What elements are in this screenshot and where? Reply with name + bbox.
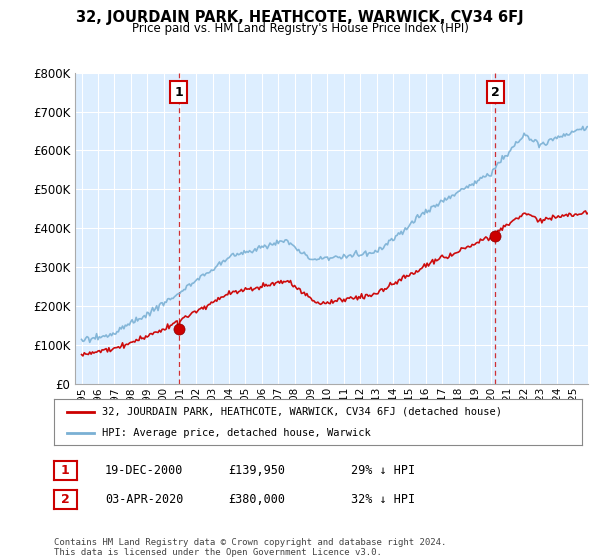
Text: 32, JOURDAIN PARK, HEATHCOTE, WARWICK, CV34 6FJ: 32, JOURDAIN PARK, HEATHCOTE, WARWICK, C… (76, 10, 524, 25)
Text: 03-APR-2020: 03-APR-2020 (105, 493, 184, 506)
Text: £380,000: £380,000 (228, 493, 285, 506)
Text: 32, JOURDAIN PARK, HEATHCOTE, WARWICK, CV34 6FJ (detached house): 32, JOURDAIN PARK, HEATHCOTE, WARWICK, C… (101, 407, 502, 417)
Text: HPI: Average price, detached house, Warwick: HPI: Average price, detached house, Warw… (101, 428, 370, 438)
Text: Price paid vs. HM Land Registry's House Price Index (HPI): Price paid vs. HM Land Registry's House … (131, 22, 469, 35)
Text: 1: 1 (61, 464, 70, 477)
Text: 1: 1 (174, 86, 183, 99)
Text: Contains HM Land Registry data © Crown copyright and database right 2024.
This d: Contains HM Land Registry data © Crown c… (54, 538, 446, 557)
Text: 29% ↓ HPI: 29% ↓ HPI (351, 464, 415, 477)
Text: 32% ↓ HPI: 32% ↓ HPI (351, 493, 415, 506)
Text: 2: 2 (491, 86, 500, 99)
Text: £139,950: £139,950 (228, 464, 285, 477)
Text: 19-DEC-2000: 19-DEC-2000 (105, 464, 184, 477)
Text: 2: 2 (61, 493, 70, 506)
